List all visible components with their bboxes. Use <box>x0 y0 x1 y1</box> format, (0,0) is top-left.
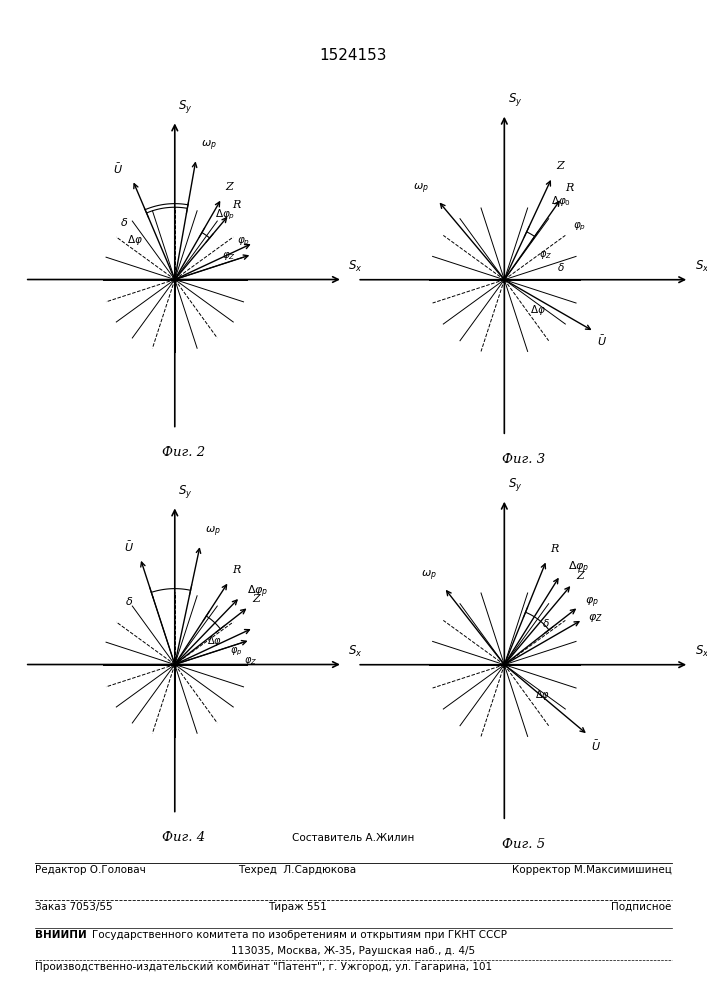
Text: Редактор О.Головач: Редактор О.Головач <box>35 865 146 875</box>
Text: $\bar{U}$: $\bar{U}$ <box>597 334 607 348</box>
Text: Z: Z <box>556 161 563 171</box>
Text: Z: Z <box>576 571 583 581</box>
Text: $\varphi_p$: $\varphi_p$ <box>230 646 243 658</box>
Text: $\Delta\varphi$: $\Delta\varphi$ <box>530 303 547 317</box>
Text: R: R <box>232 565 240 575</box>
Text: $\delta$: $\delta$ <box>557 261 565 273</box>
Text: $\varphi_p$: $\varphi_p$ <box>573 221 586 233</box>
Text: $S_y$: $S_y$ <box>178 98 193 115</box>
Text: $S_y$: $S_y$ <box>508 476 522 493</box>
Text: $\Delta\varphi$: $\Delta\varphi$ <box>207 634 222 648</box>
Text: $\omega_p$: $\omega_p$ <box>421 569 437 583</box>
Text: $\Delta\varphi_0$: $\Delta\varphi_0$ <box>551 194 571 208</box>
Text: $\varphi_p$: $\varphi_p$ <box>237 235 250 248</box>
Text: Тираж 551: Тираж 551 <box>267 902 327 912</box>
Text: Государственного комитета по изобретениям и открытиям при ГКНТ СССР: Государственного комитета по изобретения… <box>92 930 507 940</box>
Text: $\omega_p$: $\omega_p$ <box>201 139 217 153</box>
Text: $\bar{U}$: $\bar{U}$ <box>590 739 601 753</box>
Text: Z: Z <box>252 594 260 604</box>
Text: $S_x$: $S_x$ <box>349 259 363 274</box>
Text: $\omega_p$: $\omega_p$ <box>205 524 221 539</box>
Text: $\delta$: $\delta$ <box>542 617 550 629</box>
Text: 113035, Москва, Ж-35, Раушская наб., д. 4/5: 113035, Москва, Ж-35, Раушская наб., д. … <box>231 946 476 956</box>
Text: $\varphi_Z$: $\varphi_Z$ <box>588 612 603 624</box>
Text: $\varphi_Z$: $\varphi_Z$ <box>222 250 236 262</box>
Text: R: R <box>233 200 241 210</box>
Text: Производственно-издательский комбинат "Патент", г. Ужгород, ул. Гагарина, 101: Производственно-издательский комбинат "П… <box>35 962 493 972</box>
Text: $S_x$: $S_x$ <box>695 644 707 659</box>
Text: Техред  Л.Сардюкова: Техред Л.Сардюкова <box>238 865 356 875</box>
Text: Подписное: Подписное <box>612 902 672 912</box>
Text: Составитель А.Жилин: Составитель А.Жилин <box>292 833 415 843</box>
Text: ВНИИПИ: ВНИИПИ <box>35 930 90 940</box>
Text: Фиг. 3: Фиг. 3 <box>502 453 544 466</box>
Text: $S_y$: $S_y$ <box>508 91 522 108</box>
Text: $\varphi_p$: $\varphi_p$ <box>585 596 599 610</box>
Text: $\Delta\varphi_p$: $\Delta\varphi_p$ <box>215 207 235 222</box>
Text: Фиг. 4: Фиг. 4 <box>163 831 205 844</box>
Text: R: R <box>550 544 559 554</box>
Text: $S_x$: $S_x$ <box>349 644 363 659</box>
Text: $\Delta\varphi_p$: $\Delta\varphi_p$ <box>247 583 269 600</box>
Text: Корректор М.Максимишинец: Корректор М.Максимишинец <box>512 865 672 875</box>
Text: $S_x$: $S_x$ <box>695 259 707 274</box>
Text: $\Delta\varphi$: $\Delta\varphi$ <box>127 233 143 247</box>
Text: $S_y$: $S_y$ <box>178 483 193 500</box>
Text: $\omega_p$: $\omega_p$ <box>413 182 428 196</box>
Text: Z: Z <box>225 182 233 192</box>
Text: $\varphi_Z$: $\varphi_Z$ <box>244 655 257 667</box>
Text: R: R <box>565 183 573 193</box>
Text: $\delta$: $\delta$ <box>125 595 134 607</box>
Text: $\bar{U}$: $\bar{U}$ <box>113 162 123 176</box>
Text: $\Delta\varphi_p$: $\Delta\varphi_p$ <box>568 559 590 576</box>
Text: Фиг. 2: Фиг. 2 <box>163 446 205 459</box>
Text: Заказ 7053/55: Заказ 7053/55 <box>35 902 113 912</box>
Text: $\varphi_Z$: $\varphi_Z$ <box>539 249 552 261</box>
Text: 1524153: 1524153 <box>320 48 387 63</box>
Text: $\Delta\varphi$: $\Delta\varphi$ <box>534 688 549 702</box>
Text: Фиг. 5: Фиг. 5 <box>502 838 544 851</box>
Text: $\bar{U}$: $\bar{U}$ <box>124 540 134 554</box>
Text: $\delta$: $\delta$ <box>120 216 129 228</box>
